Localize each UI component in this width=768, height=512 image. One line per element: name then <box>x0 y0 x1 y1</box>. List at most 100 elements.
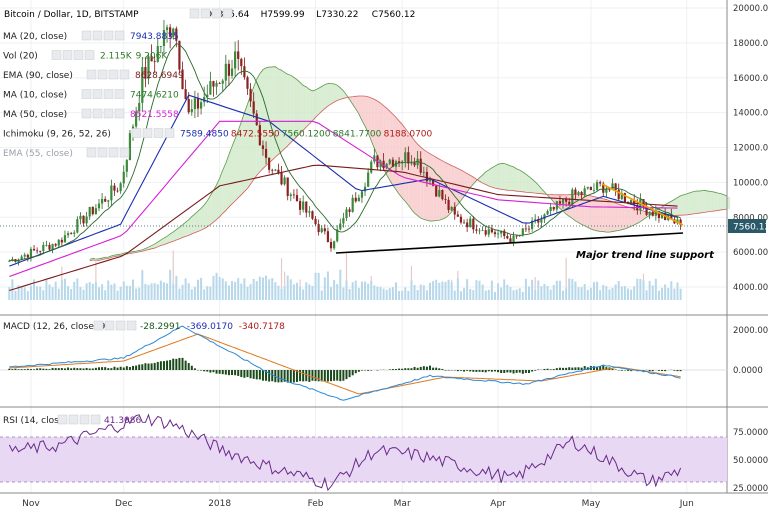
macd-histogram-bar <box>29 369 32 370</box>
indicator-label[interactable]: EMA (55, close) <box>3 149 73 159</box>
cloud-segment <box>723 194 727 210</box>
cloud-segment <box>501 163 505 190</box>
plus-icon[interactable] <box>153 128 164 138</box>
gear-icon[interactable] <box>97 147 108 158</box>
candle-body <box>633 200 636 205</box>
volume-bar <box>388 288 391 300</box>
volume-bar <box>36 286 39 300</box>
x-axis: Nov Dec 2018 Feb Mar Apr May Jun <box>22 499 694 509</box>
plus-icon[interactable] <box>103 30 114 41</box>
macd-label[interactable]: MACD (12, 26, close, 9) <box>3 322 109 332</box>
macd-histogram-bar <box>444 370 447 371</box>
candle-body <box>515 235 518 237</box>
eye-icon[interactable] <box>81 108 92 119</box>
gear-icon[interactable] <box>200 8 211 19</box>
volume-bar <box>274 282 277 300</box>
plus-icon[interactable] <box>73 50 84 60</box>
eye-icon[interactable] <box>57 414 68 425</box>
volume-bar <box>432 280 435 300</box>
close-icon[interactable] <box>126 320 137 331</box>
indicator-label[interactable]: Vol (20) <box>3 52 38 62</box>
cloud-segment <box>241 112 245 195</box>
plus-icon[interactable] <box>103 108 114 119</box>
indicator-label[interactable]: MA (20, close) <box>3 32 67 42</box>
macd-histogram-bar <box>36 368 39 370</box>
macd-histogram-bar <box>289 370 292 383</box>
volume-bar <box>246 286 249 300</box>
candle-body <box>308 211 311 213</box>
indicator-label[interactable]: MA (10, close) <box>3 91 67 101</box>
volume-spike <box>299 279 301 287</box>
close-icon[interactable] <box>114 30 125 41</box>
macd-histogram-bar <box>515 370 518 373</box>
gear-icon[interactable] <box>142 128 153 138</box>
close-icon[interactable] <box>90 414 101 425</box>
candle-body <box>51 244 54 250</box>
macd-histogram-bar <box>299 370 302 382</box>
close-icon[interactable] <box>119 147 130 158</box>
macd-histogram-bar <box>518 370 521 373</box>
macd-histogram-bar <box>26 368 29 370</box>
volume-bar <box>113 283 116 300</box>
candle-body <box>456 214 459 217</box>
close-icon[interactable] <box>84 50 95 60</box>
close-icon[interactable] <box>119 69 130 80</box>
cloud-segment <box>278 68 282 155</box>
plus-icon[interactable] <box>79 414 90 425</box>
volume-bar <box>602 284 605 300</box>
close-icon[interactable] <box>114 89 125 99</box>
volume-bar <box>509 287 512 300</box>
indicator-label[interactable]: EMA (90, close) <box>3 71 73 81</box>
volume-bar <box>299 286 302 300</box>
candle-body <box>243 66 246 78</box>
gear-icon[interactable] <box>92 30 103 41</box>
chart-title: Bitcoin / Dollar, 1D, BITSTAMP <box>4 10 139 20</box>
volume-bar <box>627 288 630 300</box>
ohlc-value: H7599.99 <box>261 10 305 20</box>
volume-bar <box>283 286 286 300</box>
macd-histogram-bar <box>243 370 246 378</box>
price-tick-label: 18000.00 <box>733 39 768 49</box>
plus-icon[interactable] <box>108 147 119 158</box>
cloud-segment <box>321 84 325 112</box>
candle-body <box>311 211 314 219</box>
rsi-y-axis: 75.0000 50.0000 25.0000 <box>733 428 768 494</box>
cloud-segment <box>213 184 217 223</box>
close-icon[interactable] <box>164 128 175 138</box>
cloud-segment <box>504 163 508 191</box>
eye-icon[interactable] <box>51 50 62 60</box>
indicator-label[interactable]: MA (50, close) <box>3 110 67 120</box>
eye-icon[interactable] <box>93 320 104 331</box>
eye-icon[interactable] <box>86 69 97 80</box>
close-icon[interactable] <box>114 108 125 119</box>
plus-icon[interactable] <box>108 69 119 80</box>
cloud-segment <box>442 160 446 220</box>
rsi-label[interactable]: RSI (14, close) <box>3 416 68 426</box>
cloud-segment <box>426 151 431 222</box>
plus-icon[interactable] <box>103 89 114 99</box>
plus-icon[interactable] <box>115 320 126 331</box>
gear-icon[interactable] <box>68 414 79 425</box>
gear-icon[interactable] <box>62 50 73 60</box>
candle-body <box>125 160 128 172</box>
close-icon[interactable] <box>222 8 233 19</box>
eye-icon[interactable] <box>131 128 142 138</box>
cloud-segment <box>423 149 427 221</box>
macd-histogram-bar <box>116 367 119 370</box>
eye-icon[interactable] <box>81 89 92 99</box>
indicator-label[interactable]: Ichimoku (9, 26, 52, 26) <box>3 130 111 140</box>
candle-body <box>36 250 39 252</box>
gear-icon[interactable] <box>97 69 108 80</box>
macd-histogram-bar <box>94 367 97 370</box>
plus-icon[interactable] <box>211 8 222 19</box>
macd-histogram-bar <box>227 370 230 376</box>
macd-histogram-bar <box>503 370 506 373</box>
gear-icon[interactable] <box>104 320 115 331</box>
gear-icon[interactable] <box>92 89 103 99</box>
candle-body <box>212 81 215 87</box>
eye-icon[interactable] <box>86 147 97 158</box>
gear-icon[interactable] <box>92 108 103 119</box>
eye-icon[interactable] <box>81 30 92 41</box>
eye-icon[interactable] <box>189 8 200 19</box>
